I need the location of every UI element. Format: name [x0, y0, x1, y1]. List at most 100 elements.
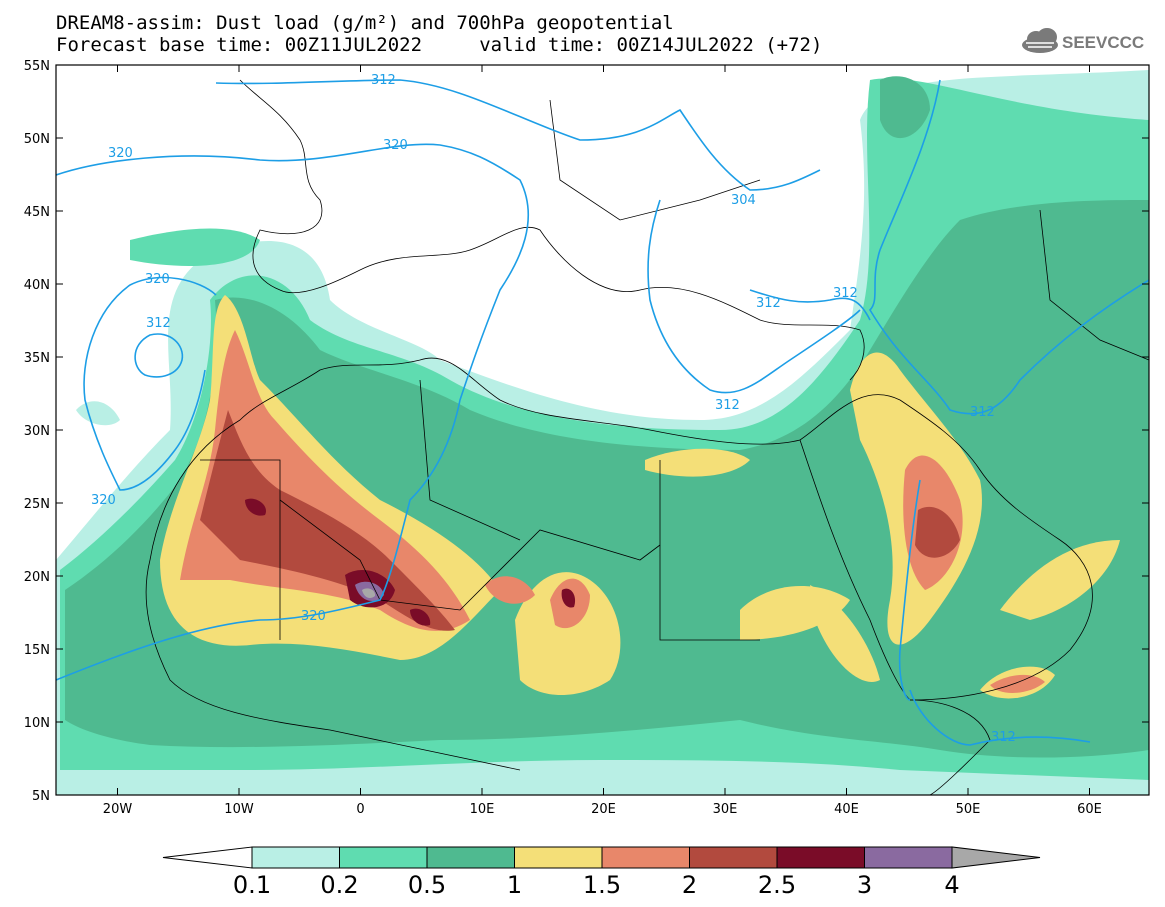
lat-tick-label: 10N — [24, 716, 50, 731]
lon-tick-label: 20E — [591, 802, 616, 817]
contour-320-north — [56, 143, 529, 681]
dust-band-6b — [245, 498, 266, 516]
lat-tick-label: 15N — [24, 643, 50, 658]
colorbar-swatch — [339, 846, 428, 869]
contour-label: 320 — [145, 272, 170, 287]
contour-label: 320 — [108, 146, 133, 161]
borders — [145, 79, 1149, 795]
contour-312-red — [898, 479, 921, 701]
colorbar-swatch — [864, 846, 953, 869]
lon-tick-label: 0 — [356, 802, 364, 817]
border-5 — [1039, 209, 1149, 361]
geopotential-contours — [56, 79, 1149, 746]
dust-band-0b — [76, 401, 120, 426]
colorbar-under-arrow — [162, 846, 253, 869]
lat-tick-label: 50N — [24, 132, 50, 147]
dust-field — [56, 70, 1149, 795]
colorbar-label: 2.5 — [757, 871, 797, 899]
lon-tick-label: 60E — [1077, 802, 1102, 817]
dust-band-4c — [485, 576, 535, 604]
lat-tick-label: 5N — [32, 789, 50, 804]
lon-axis: 20W 10W 0 10E 20E 30E 40E 50E 60E — [103, 65, 1102, 817]
contour-label: 304 — [731, 193, 756, 208]
colorbar-swatch — [689, 846, 778, 869]
contour-312-east — [647, 199, 861, 394]
contour-320-cutoff — [83, 276, 217, 491]
colorbar-label: 0.5 — [407, 871, 447, 899]
coastline-red-sea — [799, 439, 911, 701]
dust-band-3c — [645, 448, 750, 477]
colorbar-label: 1.5 — [582, 871, 622, 899]
border-2 — [200, 459, 281, 640]
colorbar-swatch — [514, 846, 603, 869]
lat-tick-label: 30N — [24, 424, 50, 439]
coastline-horn — [909, 699, 991, 795]
colorbar-label: 0.2 — [320, 871, 359, 899]
border-3 — [659, 460, 760, 641]
colorbar-swatch — [601, 846, 690, 869]
lon-tick-label: 30E — [713, 802, 738, 817]
contour-label: 312 — [371, 73, 396, 88]
contour-312-turkey — [749, 289, 871, 321]
coastline-arabia — [799, 394, 1093, 701]
lon-tick-label: 10E — [470, 802, 495, 817]
dust-band-4e — [990, 674, 1045, 693]
dust-band-1b — [130, 228, 260, 266]
colorbar-label: 4 — [944, 871, 960, 899]
coastline-africa-west — [145, 559, 521, 771]
coastline-africa-north — [149, 357, 801, 561]
colorbar-swatch — [251, 846, 340, 869]
coastline-europe — [239, 79, 865, 381]
border-1 — [279, 499, 661, 611]
dust-band-5 — [200, 410, 455, 631]
contour-label: 320 — [383, 138, 408, 153]
contour-label: 320 — [301, 609, 326, 624]
dust-band-2b — [880, 76, 930, 139]
lon-tick-label: 20W — [103, 802, 133, 817]
map-title: DREAM8-assim: Dust load (g/m²) and 700hP… — [56, 12, 674, 34]
colorbar-label: 1 — [506, 871, 523, 899]
lon-tick-label: 50E — [956, 802, 981, 817]
seevccc-logo: SEEVCCC — [1022, 28, 1144, 53]
map-subtitle: Forecast base time: 00Z11JUL2022 valid t… — [56, 34, 823, 56]
contour-label: 312 — [146, 316, 171, 331]
contour-label: 320 — [91, 493, 116, 508]
lat-tick-label: 55N — [24, 59, 50, 74]
lat-tick-label: 45N — [24, 205, 50, 220]
dust-band-6d — [561, 588, 576, 608]
cloud-icon — [1022, 28, 1058, 53]
dust-band-6c — [410, 608, 431, 626]
contour-label: 312 — [756, 296, 781, 311]
contour-label: 312 — [970, 405, 995, 420]
dust-band-3b — [515, 572, 621, 695]
lat-tick-label: 35N — [24, 351, 50, 366]
contour-312-cutoff — [134, 333, 184, 378]
border-6 — [549, 99, 761, 221]
lon-tick-label: 40E — [834, 802, 859, 817]
dust-band-5b — [915, 506, 960, 558]
dust-band-8 — [362, 588, 376, 598]
lat-tick-label: 40N — [24, 278, 50, 293]
contour-312-north — [215, 79, 821, 191]
lat-tick-label: 25N — [24, 497, 50, 512]
contour-312-arabia — [868, 79, 1149, 415]
contour-label: 312 — [833, 286, 858, 301]
contour-label: 312 — [715, 398, 740, 413]
colorbar — [162, 846, 1041, 869]
contour-labels: 312 320 320 320 312 320 304 312 312 312 … — [91, 73, 1016, 745]
lat-tick-label: 20N — [24, 570, 50, 585]
lat-axis: 55N 50N 45N 40N 35N 30N 25N 20N 15N 10N 5N — [24, 59, 1149, 804]
contour-312-horn — [909, 689, 1091, 746]
dust-band-3f — [1000, 540, 1120, 620]
colorbar-label: 3 — [856, 871, 873, 899]
colorbar-swatch — [776, 846, 865, 869]
colorbar-swatch — [426, 846, 515, 869]
colorbar-over-arrow — [951, 846, 1041, 869]
logo-text: SEEVCCC — [1062, 33, 1144, 52]
border-4 — [419, 379, 521, 541]
contour-label: 312 — [991, 730, 1016, 745]
dust-band-3h — [810, 585, 880, 682]
colorbar-label: 2 — [681, 871, 698, 899]
lon-tick-label: 10W — [224, 802, 254, 817]
